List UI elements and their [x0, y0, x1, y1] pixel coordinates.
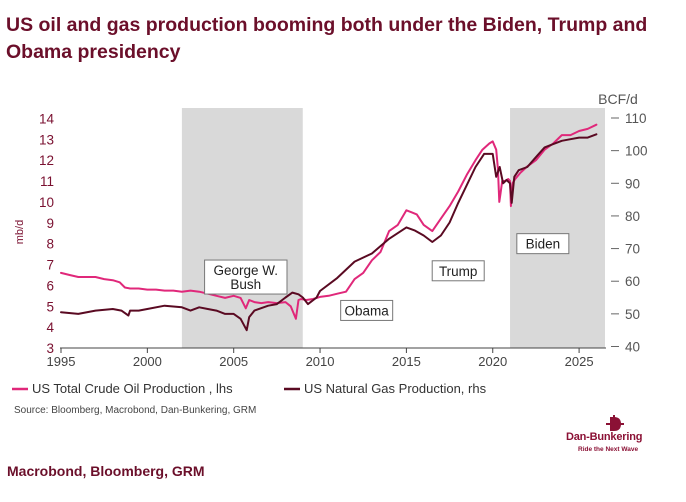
x-tick-label-2005: 2005	[219, 354, 248, 369]
series-lines	[60, 123, 598, 332]
y-axis-label-right: BCF/d	[598, 91, 638, 107]
shaded-period-0	[181, 108, 303, 348]
y-right-tick-label-40: 40	[625, 340, 640, 355]
logo-tagline: Ride the Next Wave	[578, 446, 639, 453]
x-tick-label-2020: 2020	[478, 354, 507, 369]
axes	[60, 117, 619, 353]
annotation-text: Trump	[439, 264, 478, 279]
annotation-box	[204, 259, 288, 295]
tick-labels: 1995 2000 2005 2010 2015 2020 2025 3 4 5 6 7 8 9 10 11 1…	[39, 111, 648, 369]
annotation-text: Obama	[345, 303, 390, 318]
source-note: Source: Bloomberg, Macrobond, Dan-Bunker…	[14, 405, 256, 416]
y-right-tick-label-110: 110	[625, 111, 647, 126]
x-tick-label-2010: 2010	[306, 354, 335, 369]
y-right-tick-label-60: 60	[625, 274, 640, 289]
annotation-text: Bush	[230, 277, 261, 292]
y-left-tick-label-10: 10	[39, 195, 54, 210]
x-tick-label-2025: 2025	[565, 354, 594, 369]
annotation-box	[516, 233, 570, 255]
y-left-tick-label-14: 14	[39, 111, 55, 126]
logo-name: Dan-Bunkering	[566, 431, 643, 443]
y-right-tick-label-80: 80	[625, 209, 640, 224]
annotation-text: Biden	[526, 237, 561, 252]
legend-gas-label: US Natural Gas Production, rhs	[304, 381, 487, 396]
chart-title: US oil and gas production booming both u…	[6, 14, 648, 63]
y-right-tick-label-50: 50	[625, 307, 640, 322]
annotation-george-w: George W.Bush	[204, 259, 288, 295]
annotation-obama: Obama	[340, 299, 394, 321]
y-left-tick-label-8: 8	[46, 237, 54, 252]
anchor-d-icon	[606, 415, 624, 431]
y-left-tick-label-4: 4	[46, 320, 54, 335]
annotations: George W.Bush Obama Trump Biden	[204, 233, 570, 321]
shaded-period-1	[510, 108, 605, 348]
y-left-tick-label-9: 9	[46, 216, 54, 231]
y-axis-label-left: mb/d	[14, 220, 26, 244]
y-left-tick-label-3: 3	[46, 341, 54, 356]
dan-bunkering-logo: Dan-Bunkering Ride the Next Wave	[560, 415, 670, 460]
y-left-tick-label-11: 11	[40, 174, 54, 189]
line-chart: 1995 2000 2005 2010 2015 2020 2025 3 4 5 6 7 8 9 10 11 1…	[12, 91, 648, 416]
oil-production-line	[60, 123, 598, 320]
y-left-tick-label-13: 13	[39, 132, 54, 147]
y-left-tick-label-5: 5	[46, 299, 54, 314]
gas-production-line	[60, 133, 598, 332]
annotation-text: George W.	[214, 263, 279, 278]
annotation-box	[431, 260, 485, 282]
annotation-box	[340, 299, 394, 321]
annotation-biden: Biden	[516, 233, 570, 255]
y-left-tick-label-12: 12	[39, 153, 54, 168]
y-left-tick-label-6: 6	[46, 278, 54, 293]
x-tick-label-2000: 2000	[133, 354, 162, 369]
y-left-tick-label-7: 7	[46, 258, 54, 273]
x-tick-label-1995: 1995	[47, 354, 76, 369]
y-right-tick-label-90: 90	[625, 176, 640, 191]
annotation-trump: Trump	[431, 260, 485, 282]
y-right-tick-label-100: 100	[625, 144, 648, 159]
legend: US Total Crude Oil Production , lhs US N…	[12, 381, 487, 396]
y-right-tick-label-70: 70	[625, 242, 640, 257]
footer-source: Macrobond, Bloomberg, GRM	[7, 463, 205, 479]
legend-oil-label: US Total Crude Oil Production , lhs	[32, 381, 233, 396]
x-tick-label-2015: 2015	[392, 354, 421, 369]
